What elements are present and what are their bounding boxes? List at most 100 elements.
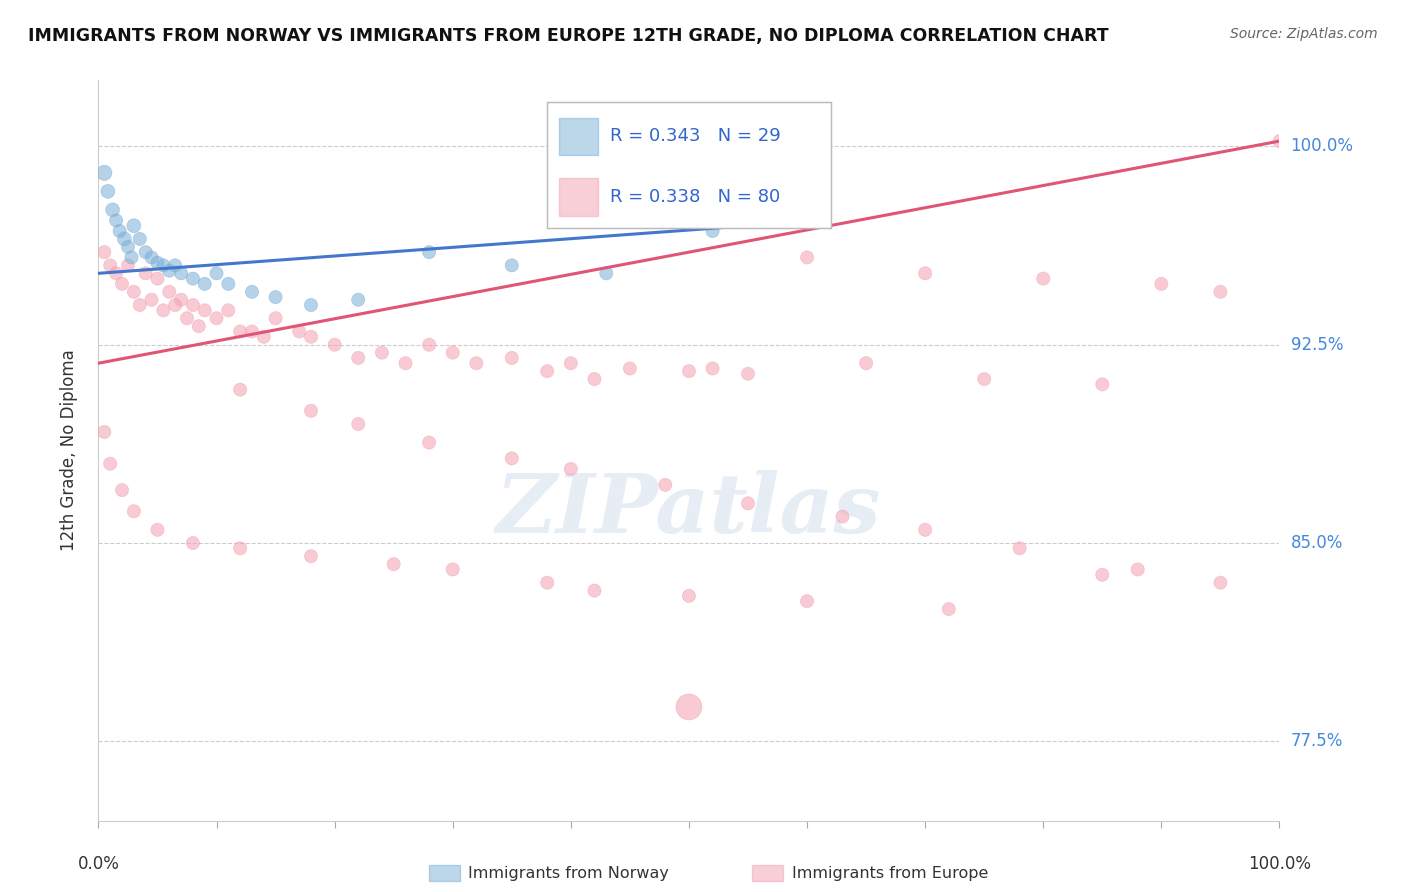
- Point: [371, 345, 394, 359]
- Y-axis label: 12th Grade, No Diploma: 12th Grade, No Diploma: [59, 350, 77, 551]
- Point: [796, 594, 818, 608]
- Point: [105, 213, 128, 227]
- Point: [93, 245, 115, 260]
- Point: [181, 298, 204, 312]
- Point: [595, 266, 617, 280]
- Point: [229, 325, 252, 339]
- Point: [299, 549, 322, 564]
- Point: [97, 185, 120, 199]
- Point: [323, 337, 346, 351]
- Point: [973, 372, 995, 386]
- Point: [240, 285, 263, 299]
- Point: [737, 367, 759, 381]
- Point: [702, 224, 724, 238]
- Point: [146, 256, 169, 270]
- Point: [654, 478, 676, 492]
- Point: [299, 298, 322, 312]
- Point: [111, 277, 134, 291]
- Point: [560, 356, 582, 370]
- Point: [217, 303, 239, 318]
- Text: 100.0%: 100.0%: [1249, 855, 1310, 873]
- Point: [122, 219, 145, 233]
- Point: [181, 536, 204, 550]
- Point: [1091, 377, 1114, 392]
- Point: [122, 504, 145, 518]
- Point: [1008, 541, 1031, 556]
- Point: [146, 271, 169, 285]
- Point: [170, 266, 193, 280]
- Text: IMMIGRANTS FROM NORWAY VS IMMIGRANTS FROM EUROPE 12TH GRADE, NO DIPLOMA CORRELAT: IMMIGRANTS FROM NORWAY VS IMMIGRANTS FRO…: [28, 27, 1109, 45]
- Point: [176, 311, 198, 326]
- Point: [382, 557, 405, 571]
- Point: [501, 351, 523, 365]
- Point: [141, 293, 163, 307]
- Point: [501, 451, 523, 466]
- Point: [583, 372, 606, 386]
- Point: [93, 425, 115, 439]
- Point: [501, 259, 523, 273]
- Point: [1032, 271, 1054, 285]
- Point: [194, 277, 217, 291]
- Point: [938, 602, 960, 616]
- Point: [217, 277, 239, 291]
- Point: [583, 583, 606, 598]
- Text: 100.0%: 100.0%: [1291, 137, 1354, 155]
- Text: ZIPatlas: ZIPatlas: [496, 470, 882, 549]
- Point: [141, 251, 163, 265]
- Point: [122, 285, 145, 299]
- Text: 0.0%: 0.0%: [77, 855, 120, 873]
- Point: [117, 240, 139, 254]
- Point: [229, 383, 252, 397]
- Point: [347, 293, 370, 307]
- Point: [170, 293, 193, 307]
- Point: [441, 562, 464, 576]
- Point: [117, 259, 139, 273]
- Point: [121, 251, 143, 265]
- Point: [240, 325, 263, 339]
- Point: [536, 575, 558, 590]
- Point: [560, 462, 582, 476]
- Point: [157, 285, 180, 299]
- Point: [831, 509, 853, 524]
- Point: [737, 496, 759, 510]
- Point: [152, 259, 174, 273]
- Text: Immigrants from Europe: Immigrants from Europe: [792, 866, 988, 880]
- Point: [98, 457, 121, 471]
- Point: [678, 700, 700, 714]
- Point: [108, 224, 131, 238]
- Point: [264, 311, 287, 326]
- Point: [1150, 277, 1173, 291]
- Point: [1091, 567, 1114, 582]
- Point: [101, 202, 124, 217]
- Point: [112, 232, 135, 246]
- Point: [105, 266, 128, 280]
- Point: [418, 337, 440, 351]
- Point: [347, 417, 370, 431]
- Point: [678, 364, 700, 378]
- Point: [128, 298, 150, 312]
- Point: [194, 303, 217, 318]
- Point: [914, 266, 936, 280]
- Point: [465, 356, 488, 370]
- Point: [1209, 575, 1232, 590]
- Point: [152, 303, 174, 318]
- Point: [536, 364, 558, 378]
- Point: [98, 259, 121, 273]
- Text: 92.5%: 92.5%: [1291, 335, 1343, 354]
- Point: [394, 356, 416, 370]
- Text: Immigrants from Norway: Immigrants from Norway: [468, 866, 669, 880]
- Point: [165, 259, 187, 273]
- Text: 77.5%: 77.5%: [1291, 732, 1343, 750]
- Point: [1268, 134, 1291, 148]
- Point: [288, 325, 311, 339]
- Text: 85.0%: 85.0%: [1291, 534, 1343, 552]
- Point: [229, 541, 252, 556]
- Point: [128, 232, 150, 246]
- Point: [205, 266, 228, 280]
- Point: [678, 589, 700, 603]
- Point: [914, 523, 936, 537]
- Point: [1126, 562, 1149, 576]
- Point: [135, 266, 157, 280]
- Point: [1209, 285, 1232, 299]
- Point: [146, 523, 169, 537]
